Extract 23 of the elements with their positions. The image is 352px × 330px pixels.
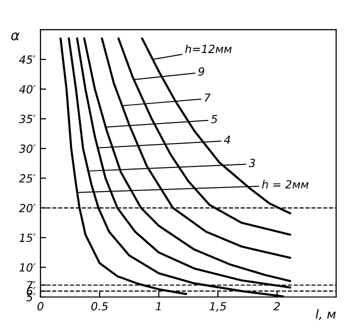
annotation: h=12мм <box>185 44 232 53</box>
x-axis-title: l, м <box>316 309 336 320</box>
annotation: 7 <box>204 94 211 102</box>
y-tick-label: 10′ <box>20 263 36 272</box>
annotation: h = 2мм <box>262 180 308 188</box>
y-tick-label: 45′ <box>19 56 36 64</box>
x-tick-label: 0.5 <box>91 302 108 310</box>
y-axis-title: α <box>11 32 20 40</box>
y-tick-label: 20′ <box>19 204 36 212</box>
y-tick-label: 35′ <box>18 114 36 124</box>
y-tick-label: 40′ <box>19 85 36 94</box>
y-tick-label: 7′ <box>27 281 36 290</box>
x-tick-label: 2 <box>274 302 280 310</box>
x-tick-label: 0 <box>38 302 44 310</box>
annotation: 3 <box>248 158 255 168</box>
y-tick-label: 30′ <box>18 144 36 153</box>
x-tick-label: 1 <box>156 302 161 310</box>
annotation: 5 <box>211 114 218 124</box>
y-tick-label: 25′ <box>19 174 36 183</box>
y-tick-label: 15′ <box>20 234 36 242</box>
x-tick-label: 1,5 <box>210 302 226 312</box>
annotation: 9 <box>198 67 204 76</box>
annotation: 4 <box>224 136 230 144</box>
